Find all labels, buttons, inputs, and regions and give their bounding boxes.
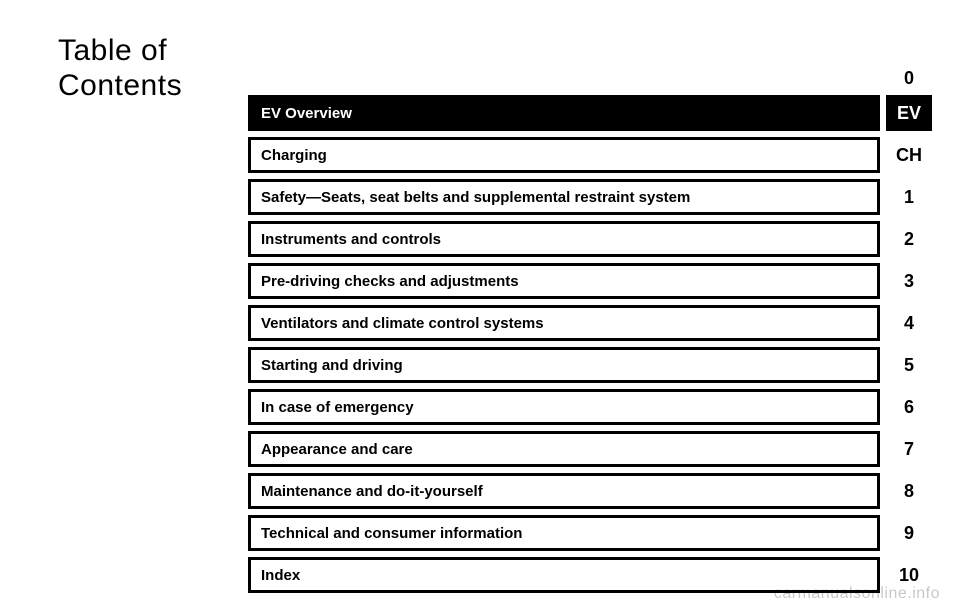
section-label[interactable]: 9 <box>886 515 932 551</box>
section-label[interactable]: 4 <box>886 305 932 341</box>
toc-bar[interactable]: Appearance and care <box>248 431 880 467</box>
section-label[interactable]: 2 <box>886 221 932 257</box>
toc-row: Instruments and controls2 <box>248 221 932 257</box>
section-label[interactable]: 3 <box>886 263 932 299</box>
toc-row: ChargingCH <box>248 137 932 173</box>
section-label[interactable]: CH <box>886 137 932 173</box>
title-line-2: Contents <box>58 69 182 102</box>
page-container: Table of Contents 0 EV OverviewEVChargin… <box>0 0 960 609</box>
toc-row: Ventilators and climate control systems4 <box>248 305 932 341</box>
toc-row: Technical and consumer information9 <box>248 515 932 551</box>
title-text: Table of Contents <box>58 34 248 103</box>
toc-bar[interactable]: Starting and driving <box>248 347 880 383</box>
toc-row: Maintenance and do-it-yourself8 <box>248 473 932 509</box>
toc-content: 0 EV OverviewEVChargingCHSafety—Seats, s… <box>248 30 940 579</box>
toc-bar[interactable]: Maintenance and do-it-yourself <box>248 473 880 509</box>
section-label[interactable]: 6 <box>886 389 932 425</box>
toc-row: In case of emergency6 <box>248 389 932 425</box>
toc-row: EV OverviewEV <box>248 95 932 131</box>
section-label[interactable]: 7 <box>886 431 932 467</box>
toc-bar[interactable]: Safety—Seats, seat belts and supplementa… <box>248 179 880 215</box>
toc-bar[interactable]: In case of emergency <box>248 389 880 425</box>
toc-top-row: 0 <box>248 68 932 89</box>
section-label[interactable]: 8 <box>886 473 932 509</box>
toc-row: Pre-driving checks and adjustments3 <box>248 263 932 299</box>
toc-row: Starting and driving5 <box>248 347 932 383</box>
toc-bar[interactable]: Pre-driving checks and adjustments <box>248 263 880 299</box>
toc-bar[interactable]: EV Overview <box>248 95 880 131</box>
watermark: carmanualsonline.info <box>774 585 940 603</box>
toc-bar[interactable]: Technical and consumer information <box>248 515 880 551</box>
toc-bar[interactable]: Instruments and controls <box>248 221 880 257</box>
page-title: Table of Contents <box>58 30 248 579</box>
title-line-1: Table of <box>58 34 167 67</box>
toc-row: Appearance and care7 <box>248 431 932 467</box>
spacer <box>248 68 880 89</box>
toc-bar[interactable]: Charging <box>248 137 880 173</box>
section-label[interactable]: EV <box>886 95 932 131</box>
toc-row: Safety—Seats, seat belts and supplementa… <box>248 179 932 215</box>
toc-bar[interactable]: Ventilators and climate control systems <box>248 305 880 341</box>
section-label[interactable]: 1 <box>886 179 932 215</box>
section-label[interactable]: 5 <box>886 347 932 383</box>
section-label-0: 0 <box>886 68 932 89</box>
